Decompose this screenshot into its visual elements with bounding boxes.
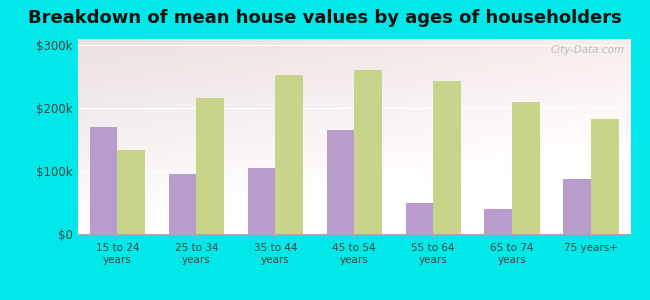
Bar (196, 98, 224, 234)
Bar (118, 150, 145, 234)
Bar (248, 168, 276, 234)
Bar (484, 209, 512, 234)
Text: City-Data.com: City-Data.com (551, 45, 625, 55)
Bar (406, 202, 433, 234)
Bar (276, 75, 303, 234)
Text: Breakdown of mean house values by ages of householders: Breakdown of mean house values by ages o… (28, 9, 622, 27)
Bar (326, 130, 354, 234)
Bar (354, 70, 382, 234)
Bar (512, 102, 540, 234)
Bar (564, 178, 591, 234)
Bar (90, 127, 118, 234)
Bar (169, 174, 196, 234)
Bar (591, 119, 619, 234)
Bar (433, 81, 461, 234)
